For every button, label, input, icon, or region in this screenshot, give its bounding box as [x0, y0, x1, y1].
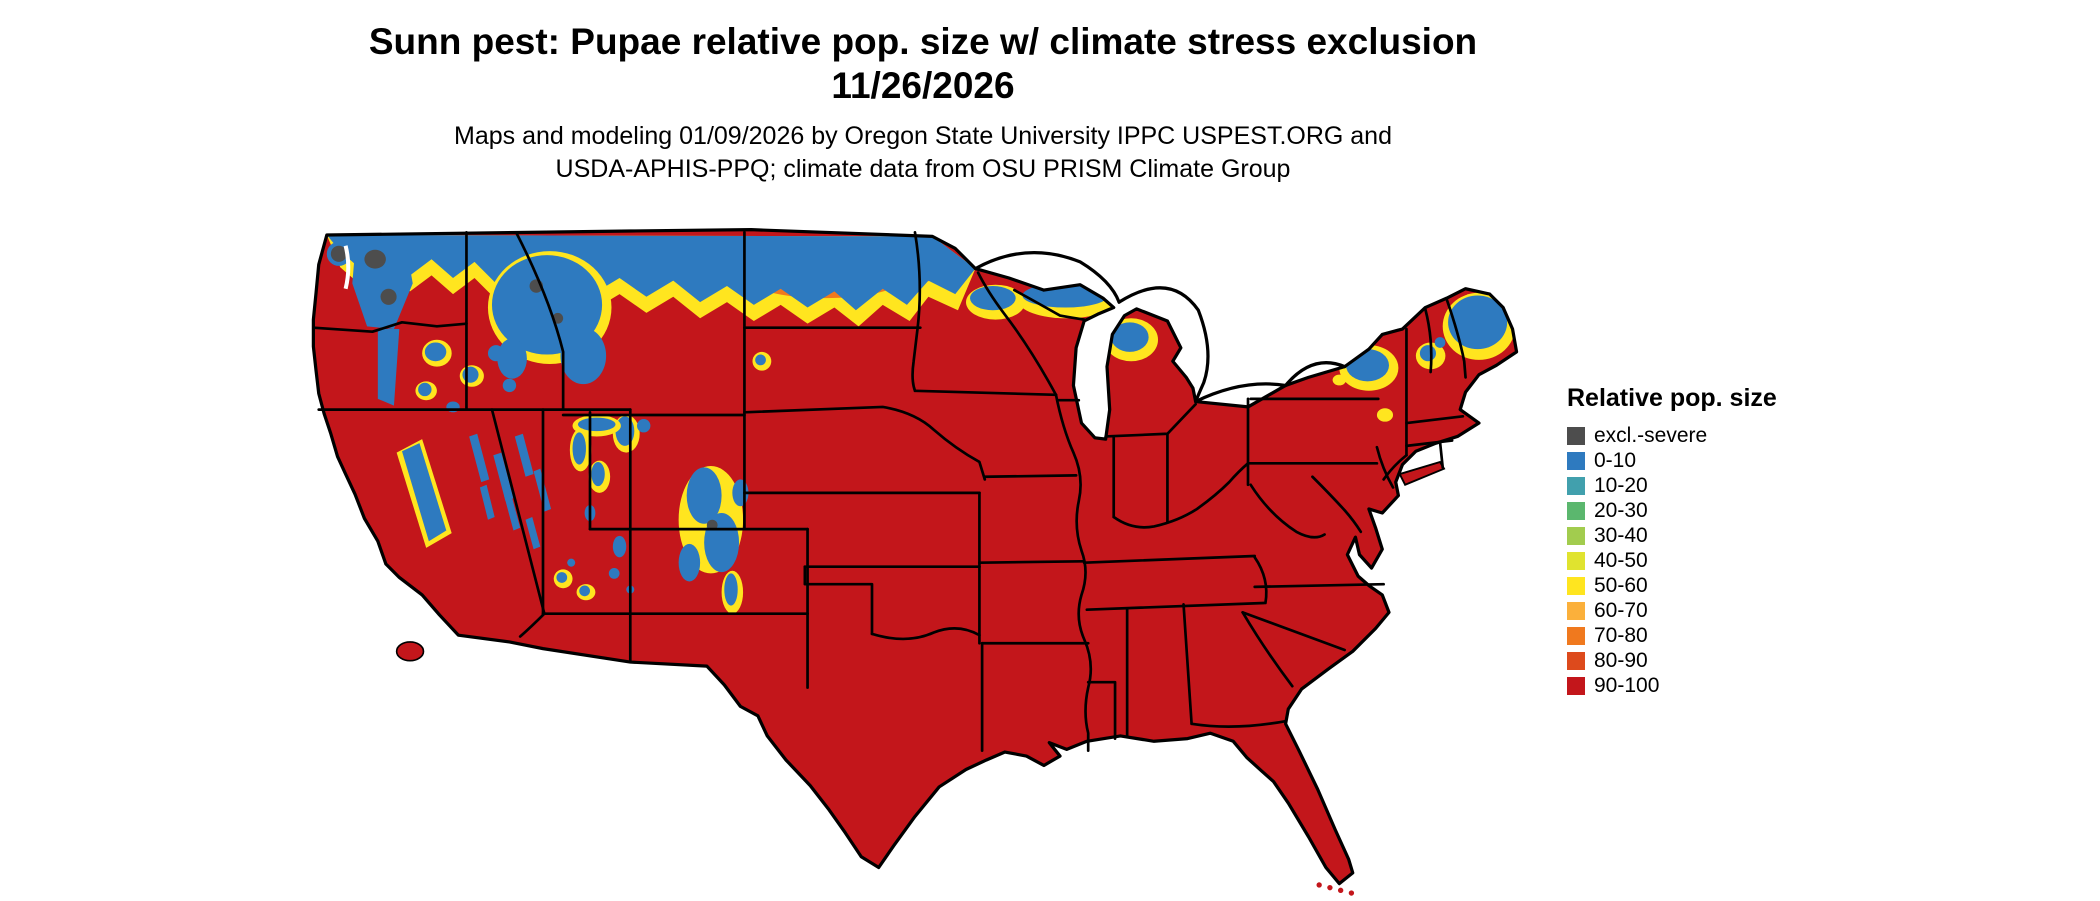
legend-item: 10-20	[1567, 473, 1777, 498]
population-raster-patches	[326, 235, 1516, 614]
long-island	[1398, 460, 1446, 487]
us-land-base	[313, 229, 1517, 884]
legend-swatch	[1567, 626, 1585, 645]
legend-swatch	[1567, 476, 1585, 495]
legend-label: 10-20	[1594, 473, 1648, 497]
legend-swatch	[1567, 551, 1585, 570]
legend: Relative pop. size excl.-severe 0-10 10-…	[1567, 384, 1777, 698]
legend-item: 90-100	[1567, 673, 1777, 698]
legend-item: 60-70	[1567, 598, 1777, 623]
legend-swatch	[1567, 651, 1585, 670]
legend-item: 20-30	[1567, 498, 1777, 523]
legend-swatch	[1567, 501, 1585, 520]
title-line-1: Sunn pest: Pupae relative pop. size w/ c…	[368, 21, 1478, 62]
legend-swatch	[1567, 576, 1585, 595]
legend-item: 30-40	[1567, 523, 1777, 548]
legend-swatch	[1567, 451, 1585, 470]
subtitle-line-1: Maps and modeling 01/09/2026 by Oregon S…	[454, 122, 1392, 150]
legend-swatch	[1567, 676, 1585, 695]
us-choropleth-map	[308, 224, 1530, 896]
legend-label: 40-50	[1594, 548, 1648, 572]
state-boundaries	[312, 230, 1467, 753]
legend-title: Relative pop. size	[1567, 384, 1777, 412]
map-subtitle: Maps and modeling 01/09/2026 by Oregon S…	[0, 120, 1846, 186]
legend-label: 80-90	[1594, 648, 1648, 672]
baja-border-fragment	[395, 641, 425, 662]
map-title: Sunn pest: Pupae relative pop. size w/ c…	[0, 20, 1846, 107]
legend-label: excl.-severe	[1594, 423, 1708, 447]
us-outline	[311, 228, 1519, 886]
canada-border-through-lakes	[973, 251, 1347, 404]
legend-label: 50-60	[1594, 573, 1648, 597]
legend-label: 30-40	[1594, 523, 1648, 547]
legend-item: 80-90	[1567, 648, 1777, 673]
legend-swatch	[1567, 426, 1585, 445]
legend-label: 90-100	[1594, 673, 1660, 697]
legend-item: excl.-severe	[1567, 423, 1777, 448]
legend-item: 50-60	[1567, 573, 1777, 598]
conus-map-svg	[311, 228, 1519, 896]
legend-label: 70-80	[1594, 623, 1648, 647]
legend-label: 20-30	[1594, 498, 1648, 522]
title-date: 11/26/2026	[831, 64, 1015, 106]
puget-sound	[343, 245, 351, 290]
legend-swatch	[1567, 601, 1585, 620]
subtitle-line-2: USDA-APHIS-PPQ; climate data from OSU PR…	[555, 155, 1291, 183]
legend-label: 0-10	[1594, 448, 1637, 472]
legend-item: 0-10	[1567, 448, 1777, 473]
legend-label: 60-70	[1594, 598, 1648, 622]
legend-item: 70-80	[1567, 623, 1777, 648]
legend-item: 40-50	[1567, 548, 1777, 573]
legend-swatch	[1567, 526, 1585, 545]
florida-keys	[1316, 882, 1355, 896]
